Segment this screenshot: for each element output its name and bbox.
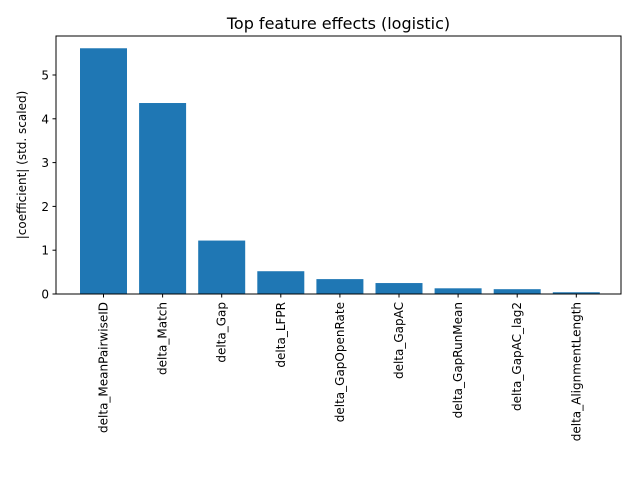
x-tick-label: delta_Gap	[215, 302, 229, 363]
bar-delta_AlignmentLength	[552, 292, 600, 294]
y-tick-label: 5	[41, 68, 49, 82]
chart-title: Top feature effects (logistic)	[226, 14, 450, 33]
bar-delta_GapAC_lag2	[493, 289, 541, 294]
x-tick-label: delta_GapRunMean	[451, 302, 465, 418]
y-axis-label: |coefficient| (std. scaled)	[15, 91, 29, 240]
bar-delta_Match	[139, 103, 187, 294]
x-tick-label: delta_Match	[156, 302, 170, 375]
x-axis-ticks: delta_MeanPairwiseID delta_Match delta_Gap…	[97, 294, 583, 441]
x-tick-label: delta_GapAC_lag2	[510, 302, 524, 411]
x-tick-label: delta_MeanPairwiseID	[97, 302, 111, 433]
y-tick-label: 0	[41, 288, 49, 302]
x-tick-label: delta_LFPR	[274, 302, 288, 368]
x-tick-label: delta_GapOpenRate	[333, 302, 347, 422]
bars	[80, 48, 600, 294]
plot-frame	[55, 35, 622, 295]
y-tick-label: 3	[41, 156, 49, 170]
y-tick-label: 4	[41, 112, 49, 126]
y-tick-label: 1	[41, 244, 49, 258]
bar-delta_Gap	[198, 240, 246, 294]
bar-delta_GapOpenRate	[316, 279, 364, 294]
y-tick-label: 2	[41, 200, 49, 214]
bar-delta_GapRunMean	[434, 288, 482, 294]
y-axis-ticks: 0 1 2 3 4 5	[41, 68, 56, 302]
x-tick-label: delta_AlignmentLength	[569, 302, 583, 441]
bar-delta_LFPR	[257, 271, 305, 294]
bar-delta_MeanPairwiseID	[80, 48, 127, 294]
bar-delta_GapAC	[375, 283, 423, 294]
x-tick-label: delta_GapAC	[392, 302, 406, 379]
